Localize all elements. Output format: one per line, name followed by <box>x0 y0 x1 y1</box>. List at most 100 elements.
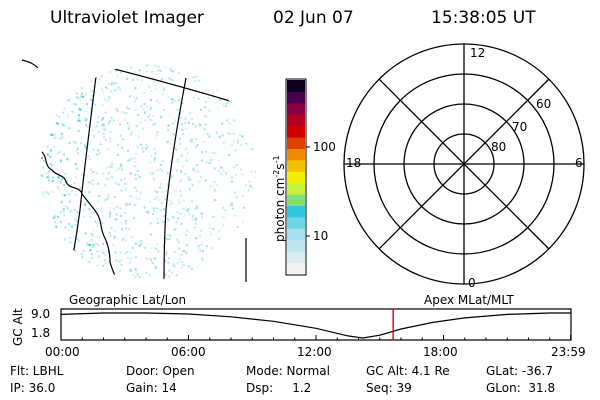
image-pixel <box>151 123 154 126</box>
image-pixel <box>242 195 245 198</box>
image-pixel <box>117 183 120 186</box>
image-pixel <box>42 192 45 195</box>
image-pixel <box>186 229 189 232</box>
image-pixel <box>47 170 50 173</box>
image-pixel <box>103 125 105 127</box>
image-pixel <box>165 190 168 193</box>
image-pixel <box>235 196 238 199</box>
image-pixel <box>166 172 169 174</box>
image-pixel <box>163 274 166 277</box>
image-pixel <box>84 232 87 235</box>
image-pixel <box>84 143 86 146</box>
image-pixel <box>173 100 176 103</box>
image-pixel <box>102 264 105 267</box>
image-pixel <box>181 123 184 126</box>
image-pixel <box>154 65 157 68</box>
image-pixel <box>120 178 123 181</box>
image-pixel <box>40 206 43 209</box>
image-pixel <box>205 161 208 164</box>
image-pixel <box>120 71 123 74</box>
image-pixel <box>192 97 195 99</box>
image-pixel <box>192 64 195 67</box>
image-pixel <box>49 162 52 165</box>
mlat-label-80: 80 <box>491 140 507 154</box>
image-pixel <box>124 177 127 180</box>
image-pixel <box>145 143 147 146</box>
image-pixel <box>150 259 153 262</box>
image-pixel <box>155 88 158 91</box>
image-pixel <box>59 137 62 140</box>
image-pixel <box>214 198 217 201</box>
image-pixel <box>134 152 137 155</box>
image-pixel <box>121 146 124 149</box>
image-pixel <box>85 146 88 149</box>
image-pixel <box>66 277 69 280</box>
image-pixel <box>200 212 203 215</box>
altitude-tick-label: 1.8 <box>31 326 51 340</box>
image-pixel <box>68 236 71 239</box>
image-pixel <box>193 226 196 229</box>
image-pixel <box>145 257 148 260</box>
image-pixel <box>84 201 87 204</box>
image-pixel <box>41 91 44 94</box>
image-pixel <box>75 96 78 99</box>
image-pixel <box>204 100 207 103</box>
image-pixel <box>80 67 83 70</box>
image-pixel <box>166 217 169 220</box>
image-pixel <box>156 169 159 172</box>
image-pixel <box>210 159 213 162</box>
image-pixel <box>56 91 59 94</box>
image-pixel <box>147 115 150 118</box>
image-pixel <box>195 145 198 148</box>
image-pixel <box>129 195 132 198</box>
image-pixel <box>242 206 245 209</box>
image-pixel <box>40 198 43 201</box>
image-pixel <box>200 67 203 70</box>
image-pixel <box>100 119 103 122</box>
image-pixel <box>211 151 214 154</box>
image-pixel <box>129 202 132 205</box>
image-pixel <box>106 99 109 102</box>
image-pixel <box>54 240 57 243</box>
image-pixel <box>108 231 111 234</box>
image-pixel <box>94 91 97 94</box>
image-pixel <box>46 176 49 179</box>
image-pixel <box>200 256 203 259</box>
image-pixel <box>195 237 198 240</box>
image-pixel <box>97 149 100 152</box>
image-pixel <box>91 129 94 132</box>
image-pixel <box>238 133 241 136</box>
image-pixel <box>91 245 94 248</box>
image-pixel <box>124 239 127 242</box>
image-pixel <box>213 180 216 183</box>
image-pixel <box>203 106 206 109</box>
image-pixel <box>152 177 155 180</box>
image-pixel <box>69 86 72 89</box>
image-pixel <box>176 158 179 161</box>
image-pixel <box>187 121 190 124</box>
image-pixel <box>87 155 90 158</box>
image-pixel <box>105 177 108 180</box>
image-pixel <box>185 252 188 254</box>
image-pixel <box>230 202 233 205</box>
image-pixel <box>89 98 92 101</box>
image-pixel <box>58 151 61 154</box>
image-pixel <box>55 233 58 236</box>
altitude-axis-label: GC Alt <box>11 308 25 346</box>
image-pixel <box>49 149 52 152</box>
image-pixel <box>52 92 55 95</box>
image-pixel <box>132 274 135 277</box>
image-pixel <box>255 177 256 180</box>
image-pixel <box>113 229 116 232</box>
image-pixel <box>185 127 188 130</box>
image-pixel <box>165 253 168 256</box>
image-pixel <box>125 234 128 237</box>
image-pixel <box>73 141 76 143</box>
image-pixel <box>195 125 197 128</box>
image-pixel <box>133 165 136 168</box>
image-pixel <box>116 153 119 156</box>
image-pixel <box>166 141 169 144</box>
image-pixel <box>237 139 240 141</box>
image-pixel <box>69 209 72 212</box>
image-pixel <box>153 158 156 161</box>
